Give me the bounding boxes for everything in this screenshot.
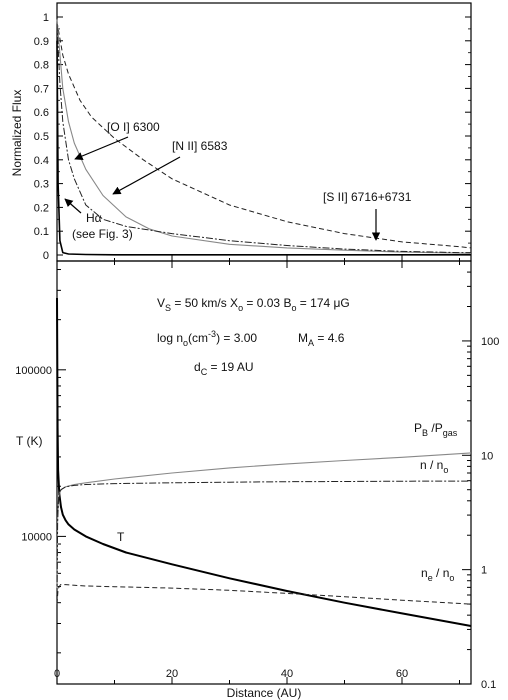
param-line-2a: log no(cm-3) = 3.00 <box>157 329 257 348</box>
top-y-tick-label: 0.7 <box>34 83 49 95</box>
top-y-tick-label: 0.3 <box>34 179 49 191</box>
top-x-ticks <box>56 255 460 261</box>
bottom-y-tick-label: 100000 <box>15 365 52 377</box>
arrow-oi <box>74 136 129 160</box>
x-tick-label: 40 <box>281 668 293 680</box>
top-y-tick-label: 0.1 <box>34 226 49 238</box>
param-line-1: VS = 50 km/s Xo = 0.03 Bo = 174 μG <box>157 296 350 313</box>
annotation-sii: [S II] 6716+6731 <box>323 190 412 204</box>
bottom-y-axis-label: T (K) <box>16 434 42 448</box>
top-y-tick-label: 0.5 <box>34 131 49 143</box>
bottom-x-ticks: 0 20 40 60 <box>54 261 460 684</box>
x-tick-label: 20 <box>166 668 178 680</box>
top-y-tick-label: 0 <box>43 250 49 262</box>
bottom-series-n-e-n-o <box>56 584 472 605</box>
bottom-y2-ticks: 0.1 1 10 100 <box>462 260 499 691</box>
annotation-oi: [O I] 6300 <box>107 120 160 134</box>
arrow-nii <box>112 156 181 195</box>
top-series-n-ii-6583 <box>56 19 472 254</box>
top-y-axis-label: Normalized Flux <box>10 90 24 177</box>
bottom-y-tick-label: 10000 <box>21 531 52 543</box>
bottom-y-ticks: 10000 100000 <box>15 269 66 654</box>
top-series-layer <box>56 19 472 256</box>
bottom-panel-frame <box>56 260 472 685</box>
top-y-tick-label: 0.6 <box>34 107 49 119</box>
label-pb-pgas: PB /Pgas <box>414 421 458 438</box>
top-y-tick-label: 0.8 <box>34 60 49 72</box>
top-y-tick-label: 0.2 <box>34 202 49 214</box>
top-series-s-ii-6716-6731 <box>56 21 472 249</box>
top-series-o-i-6300 <box>56 24 471 254</box>
param-line-2b: MA = 4.6 <box>298 331 345 348</box>
x-axis-label: Distance (AU) <box>227 686 302 700</box>
annotation-nii: [N II] 6583 <box>172 139 228 153</box>
bottom-series-p-b-p-gas <box>56 452 472 592</box>
bottom-series-n-n-o <box>56 480 472 596</box>
label-n-no: n / no <box>420 458 448 475</box>
x-tick-label: 0 <box>54 668 60 680</box>
label-ne-no: ne / no <box>421 566 454 583</box>
top-y-tick-label: 0.9 <box>34 36 49 48</box>
annotation-see-fig3: (see Fig. 3) <box>72 227 133 241</box>
bottom-series-t <box>56 297 472 627</box>
bottom-y2-tick-label: 0.1 <box>481 679 496 691</box>
top-series-h <box>56 40 471 256</box>
x-tick-label: 60 <box>396 668 408 680</box>
param-line-3: dC = 19 AU <box>194 360 254 377</box>
label-t: T <box>117 530 125 544</box>
top-y-tick-label: 1 <box>43 12 49 24</box>
bottom-y2-tick-label: 100 <box>481 336 499 348</box>
bottom-series-layer <box>56 297 472 627</box>
bottom-y2-tick-label: 1 <box>481 565 487 577</box>
annotation-halpha: Hα <box>86 211 102 225</box>
top-y-tick-label: 0.4 <box>34 155 49 167</box>
arrow-halpha <box>64 198 82 214</box>
bottom-y2-tick-label: 10 <box>481 450 493 462</box>
